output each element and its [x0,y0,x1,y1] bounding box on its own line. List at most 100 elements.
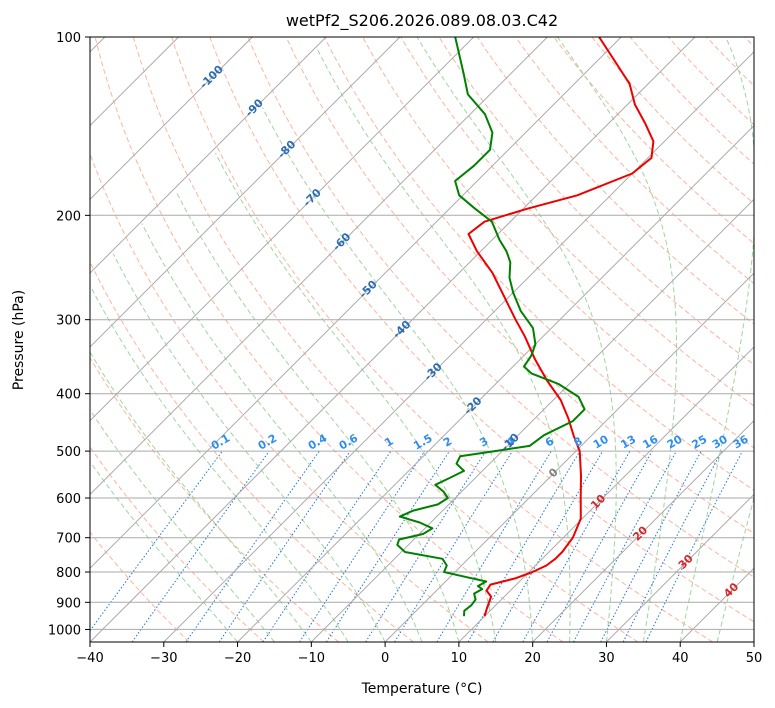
x-axis-label: Temperature (°C) [361,681,483,697]
moist-adiabat-line [90,284,349,642]
mixing-ratio-line [622,450,723,642]
isotherm-line [90,37,253,201]
x-tick-label: 40 [672,651,689,666]
mixing-ratio-line [299,450,426,642]
y-tick-label: 300 [56,314,81,329]
moist-adiabat-line [90,351,312,642]
mixing-ratio-label: 25 [690,433,710,452]
isotherm-line [753,641,754,642]
y-axis-label: Pressure (hPa) [11,290,27,390]
dry-adiabat-line [476,37,754,325]
x-tick-label: 30 [598,651,615,666]
dry-adiabat-line [515,37,754,285]
x-tick-label: −30 [150,651,177,666]
temperature-profile-line [467,37,655,617]
dry-adiabat-line [744,37,754,48]
mixing-ratio-label: 30 [710,432,730,451]
mixing-ratio-label: 8 [572,435,585,450]
moist-adiabat-line [176,193,460,642]
y-tick-label: 100 [56,31,81,46]
dry-adiabat-line [171,37,713,642]
dry-adiabat-line [90,260,414,642]
dry-adiabat-line [553,37,754,245]
isotherm-label: -30 [422,360,445,383]
mixing-ratio-line [522,450,631,642]
dry-adiabat-line [209,37,754,623]
mixing-ratio-label: 16 [641,432,661,451]
mixing-ratio-label: 13 [618,433,638,452]
mixing-ratio-label: 2 [441,435,454,450]
dry-adiabat-line [438,37,754,366]
isotherm-line [384,272,754,642]
y-tick-label: 400 [56,388,81,403]
isotherm-line [458,346,754,642]
plot-frame [89,36,755,643]
profile-series [396,37,655,617]
mixing-ratio-label: 1.5 [411,432,434,453]
y-tick-label: 200 [56,209,81,224]
isotherm-line [237,124,754,642]
x-tick-label: −40 [76,651,103,666]
isotherm-line [310,198,754,642]
mixing-ratio-line [131,450,270,642]
isotherm-line [90,37,622,569]
moist-adiabat-line [416,37,617,642]
mixing-ratio-line [90,450,223,632]
y-axis-ticks: 100 200 300 400 500 600 700 800 900 1000 [48,31,90,638]
moist-adiabat-line [215,152,497,642]
dry-adiabat-line [400,37,754,407]
mixing-ratio-line [600,450,702,642]
mixing-ratio-label: 10 [591,432,611,451]
moist-adiabat-line [315,46,571,642]
x-tick-label: −20 [224,651,251,666]
x-tick-label: 20 [524,651,541,666]
dry-adiabat-line [591,37,754,205]
dry-adiabat-line [94,37,564,642]
plot-area: 0.1 0.2 0.4 0.6 1 1.5 2 3 4 6 8 10 13 16 20 25 30 36-100-… [90,37,754,642]
mixing-ratio-line [218,450,351,642]
isotherm-line [606,493,754,642]
dry-adiabat-line [90,446,265,642]
mixing-ratio-line [645,450,743,642]
mixing-ratio-line [492,450,604,642]
y-tick-label: 800 [56,566,81,581]
moist-adiabat-line [112,253,386,642]
y-tick-label: 700 [56,532,81,547]
dry-adiabat-line [667,37,754,126]
mixing-ratio-line [365,450,487,642]
mixing-ratio-label: 0.2 [256,432,279,453]
dewpoint-profile-line [396,37,586,617]
isotherm-line [679,567,754,642]
dry-adiabat-line [629,37,754,165]
x-tick-label: −10 [298,651,325,666]
pressure-gridlines [90,37,754,630]
moist-adiabat-line [557,37,677,642]
mixing-ratio-label: 20 [665,432,685,451]
mixing-ratio-line [394,450,513,642]
mixing-ratio-label: 0.4 [306,431,330,452]
mixing-ratio-line [573,450,677,642]
isotherm-line [532,419,754,642]
mixing-ratio-label: 1 [383,435,396,450]
isotherm-line [90,37,401,348]
isotherm-line [90,37,548,496]
y-tick-label: 500 [56,445,81,460]
isotherm-label: -20 [461,394,484,417]
chart-title: wetPf2_S206.2026.089.08.03.C42 [286,11,558,31]
y-tick-label: 900 [56,596,81,611]
mixing-ratio-lines [90,450,743,642]
y-tick-label: 1000 [48,623,81,638]
y-tick-label: 600 [56,492,81,507]
mixing-ratio-label: 36 [731,432,751,451]
isotherm-line [163,51,754,642]
isotherm-line [90,37,327,274]
moist-adiabat-line [262,107,534,642]
mixing-ratio-line [325,450,450,642]
moist-adiabat-label: 10 [588,492,608,512]
dry-adiabat-line [323,37,754,491]
x-tick-label: 50 [746,651,763,666]
mixing-ratio-line [185,450,320,642]
dry-adiabat-line [90,356,339,642]
x-axis-ticks: −40 −30 −20 −10 0 10 20 30 40 50 [76,642,762,666]
mixing-ratio-label: 0.1 [209,432,232,453]
